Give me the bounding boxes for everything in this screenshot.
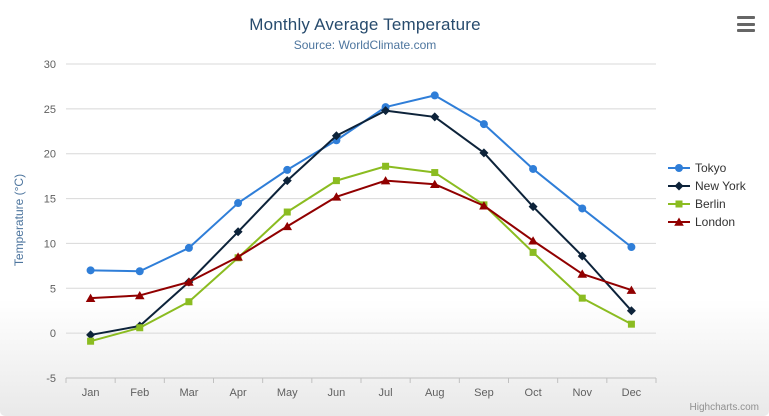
credits-link[interactable]: Highcharts.com	[689, 402, 759, 413]
grid-and-axes: -5 0 5 10 15 20 25 30 Jan Feb Mar Apr May Jun Jul Aug Se…	[44, 59, 657, 399]
x-axis-tick-label: Nov	[572, 387, 592, 399]
data-point-berlin[interactable]	[87, 337, 95, 345]
data-point-tokyo[interactable]	[234, 199, 243, 208]
legend-symbol-diamond-icon	[668, 181, 690, 191]
y-axis-tick-label: 5	[50, 283, 56, 295]
data-point-new-york[interactable]	[331, 131, 341, 141]
data-point-berlin[interactable]	[431, 169, 439, 177]
data-point-tokyo[interactable]	[184, 243, 193, 252]
data-point-tokyo[interactable]	[135, 267, 144, 276]
data-point-new-york[interactable]	[233, 227, 243, 237]
legend-symbol-marker	[675, 200, 683, 208]
legend-symbol-marker	[674, 181, 684, 191]
data-point-london[interactable]	[577, 269, 588, 278]
x-axis-tick-label: May	[277, 387, 298, 399]
export-menu-button[interactable]	[735, 15, 757, 33]
series-line-berlin	[89, 165, 633, 343]
legend-item-london[interactable]: London	[668, 215, 746, 229]
data-point-new-york[interactable]	[430, 112, 440, 122]
x-axis-tick-label: Jul	[379, 387, 393, 399]
data-point-berlin[interactable]	[136, 324, 144, 332]
legend-symbol-marker	[674, 217, 684, 226]
data-point-new-york[interactable]	[577, 251, 587, 261]
legend-item-tokyo[interactable]: Tokyo	[668, 161, 746, 175]
data-point-berlin[interactable]	[185, 298, 193, 306]
y-axis-tick-label: 20	[44, 149, 56, 161]
y-axis-tick-label: 30	[44, 59, 56, 71]
legend-label: Tokyo	[695, 161, 727, 175]
data-point-london[interactable]	[380, 176, 391, 185]
legend-symbol-square-icon	[668, 200, 690, 208]
y-axis-tick-label: -5	[46, 373, 56, 385]
legend-symbol-triangle-icon	[668, 217, 690, 226]
data-point-berlin[interactable]	[627, 320, 635, 328]
data-point-tokyo[interactable]	[283, 165, 292, 174]
y-axis-tick-label: 25	[44, 104, 56, 116]
data-point-london[interactable]	[184, 277, 194, 286]
series-london	[85, 176, 637, 302]
series-line-new-york	[89, 109, 633, 336]
data-point-london[interactable]	[429, 179, 440, 189]
x-axis-tick-label: Mar	[179, 387, 198, 399]
x-axis-tick-label: Apr	[230, 387, 247, 399]
data-point-london[interactable]	[134, 290, 145, 300]
x-axis-tick-label: Oct	[525, 387, 542, 399]
legend-symbol-marker	[675, 164, 683, 172]
data-point-london[interactable]	[85, 293, 96, 302]
series-line-tokyo	[89, 94, 633, 273]
data-point-tokyo[interactable]	[479, 120, 488, 129]
legend-label: London	[695, 215, 736, 229]
series-new-york	[86, 106, 636, 340]
data-point-london[interactable]	[626, 285, 637, 294]
series-line-london	[89, 179, 633, 300]
y-axis-tick-label: 10	[44, 238, 56, 250]
series-tokyo	[86, 91, 636, 276]
chart-subtitle: Source: WorldClimate.com	[293, 38, 437, 52]
legend-item-new-york[interactable]: New York	[668, 179, 746, 193]
data-point-berlin[interactable]	[332, 177, 340, 185]
x-axis-tick-label: Jun	[328, 387, 346, 399]
data-point-new-york[interactable]	[86, 330, 96, 340]
legend-label: Berlin	[695, 197, 726, 211]
legend-item-berlin[interactable]: Berlin	[668, 197, 746, 211]
legend-label: New York	[695, 179, 746, 193]
data-point-tokyo[interactable]	[627, 243, 636, 252]
y-axis-tick-label: 15	[44, 194, 56, 206]
data-point-tokyo[interactable]	[430, 91, 439, 100]
hamburger-icon	[737, 29, 755, 32]
data-point-berlin[interactable]	[283, 208, 291, 216]
data-point-new-york[interactable]	[479, 148, 489, 158]
chart-title: Monthly Average Temperature	[249, 15, 481, 34]
data-point-london[interactable]	[479, 201, 489, 210]
data-point-london[interactable]	[528, 236, 538, 245]
legend-symbol-circle-icon	[668, 164, 690, 172]
data-point-new-york[interactable]	[626, 306, 636, 316]
data-point-berlin[interactable]	[529, 248, 537, 256]
data-point-tokyo[interactable]	[86, 266, 95, 275]
x-axis-tick-label: Feb	[130, 387, 149, 399]
data-point-london[interactable]	[233, 252, 243, 261]
y-axis-tick-label: 0	[50, 328, 56, 340]
x-axis-tick-label: Dec	[622, 387, 642, 399]
data-point-berlin[interactable]	[578, 294, 586, 302]
x-axis-tick-label: Aug	[425, 387, 445, 399]
hamburger-icon	[737, 22, 755, 26]
data-point-tokyo[interactable]	[529, 164, 538, 173]
x-axis-tick-label: Jan	[82, 387, 100, 399]
data-point-new-york[interactable]	[282, 176, 292, 186]
hamburger-icon	[737, 16, 755, 19]
data-point-new-york[interactable]	[381, 106, 391, 116]
legend: Tokyo New York Berlin London	[668, 161, 746, 229]
data-point-new-york[interactable]	[528, 202, 538, 212]
data-point-london[interactable]	[331, 192, 342, 201]
data-point-tokyo[interactable]	[578, 204, 587, 213]
data-point-london[interactable]	[282, 221, 293, 231]
data-point-berlin[interactable]	[382, 162, 390, 170]
x-axis-tick-label: Sep	[474, 387, 494, 399]
